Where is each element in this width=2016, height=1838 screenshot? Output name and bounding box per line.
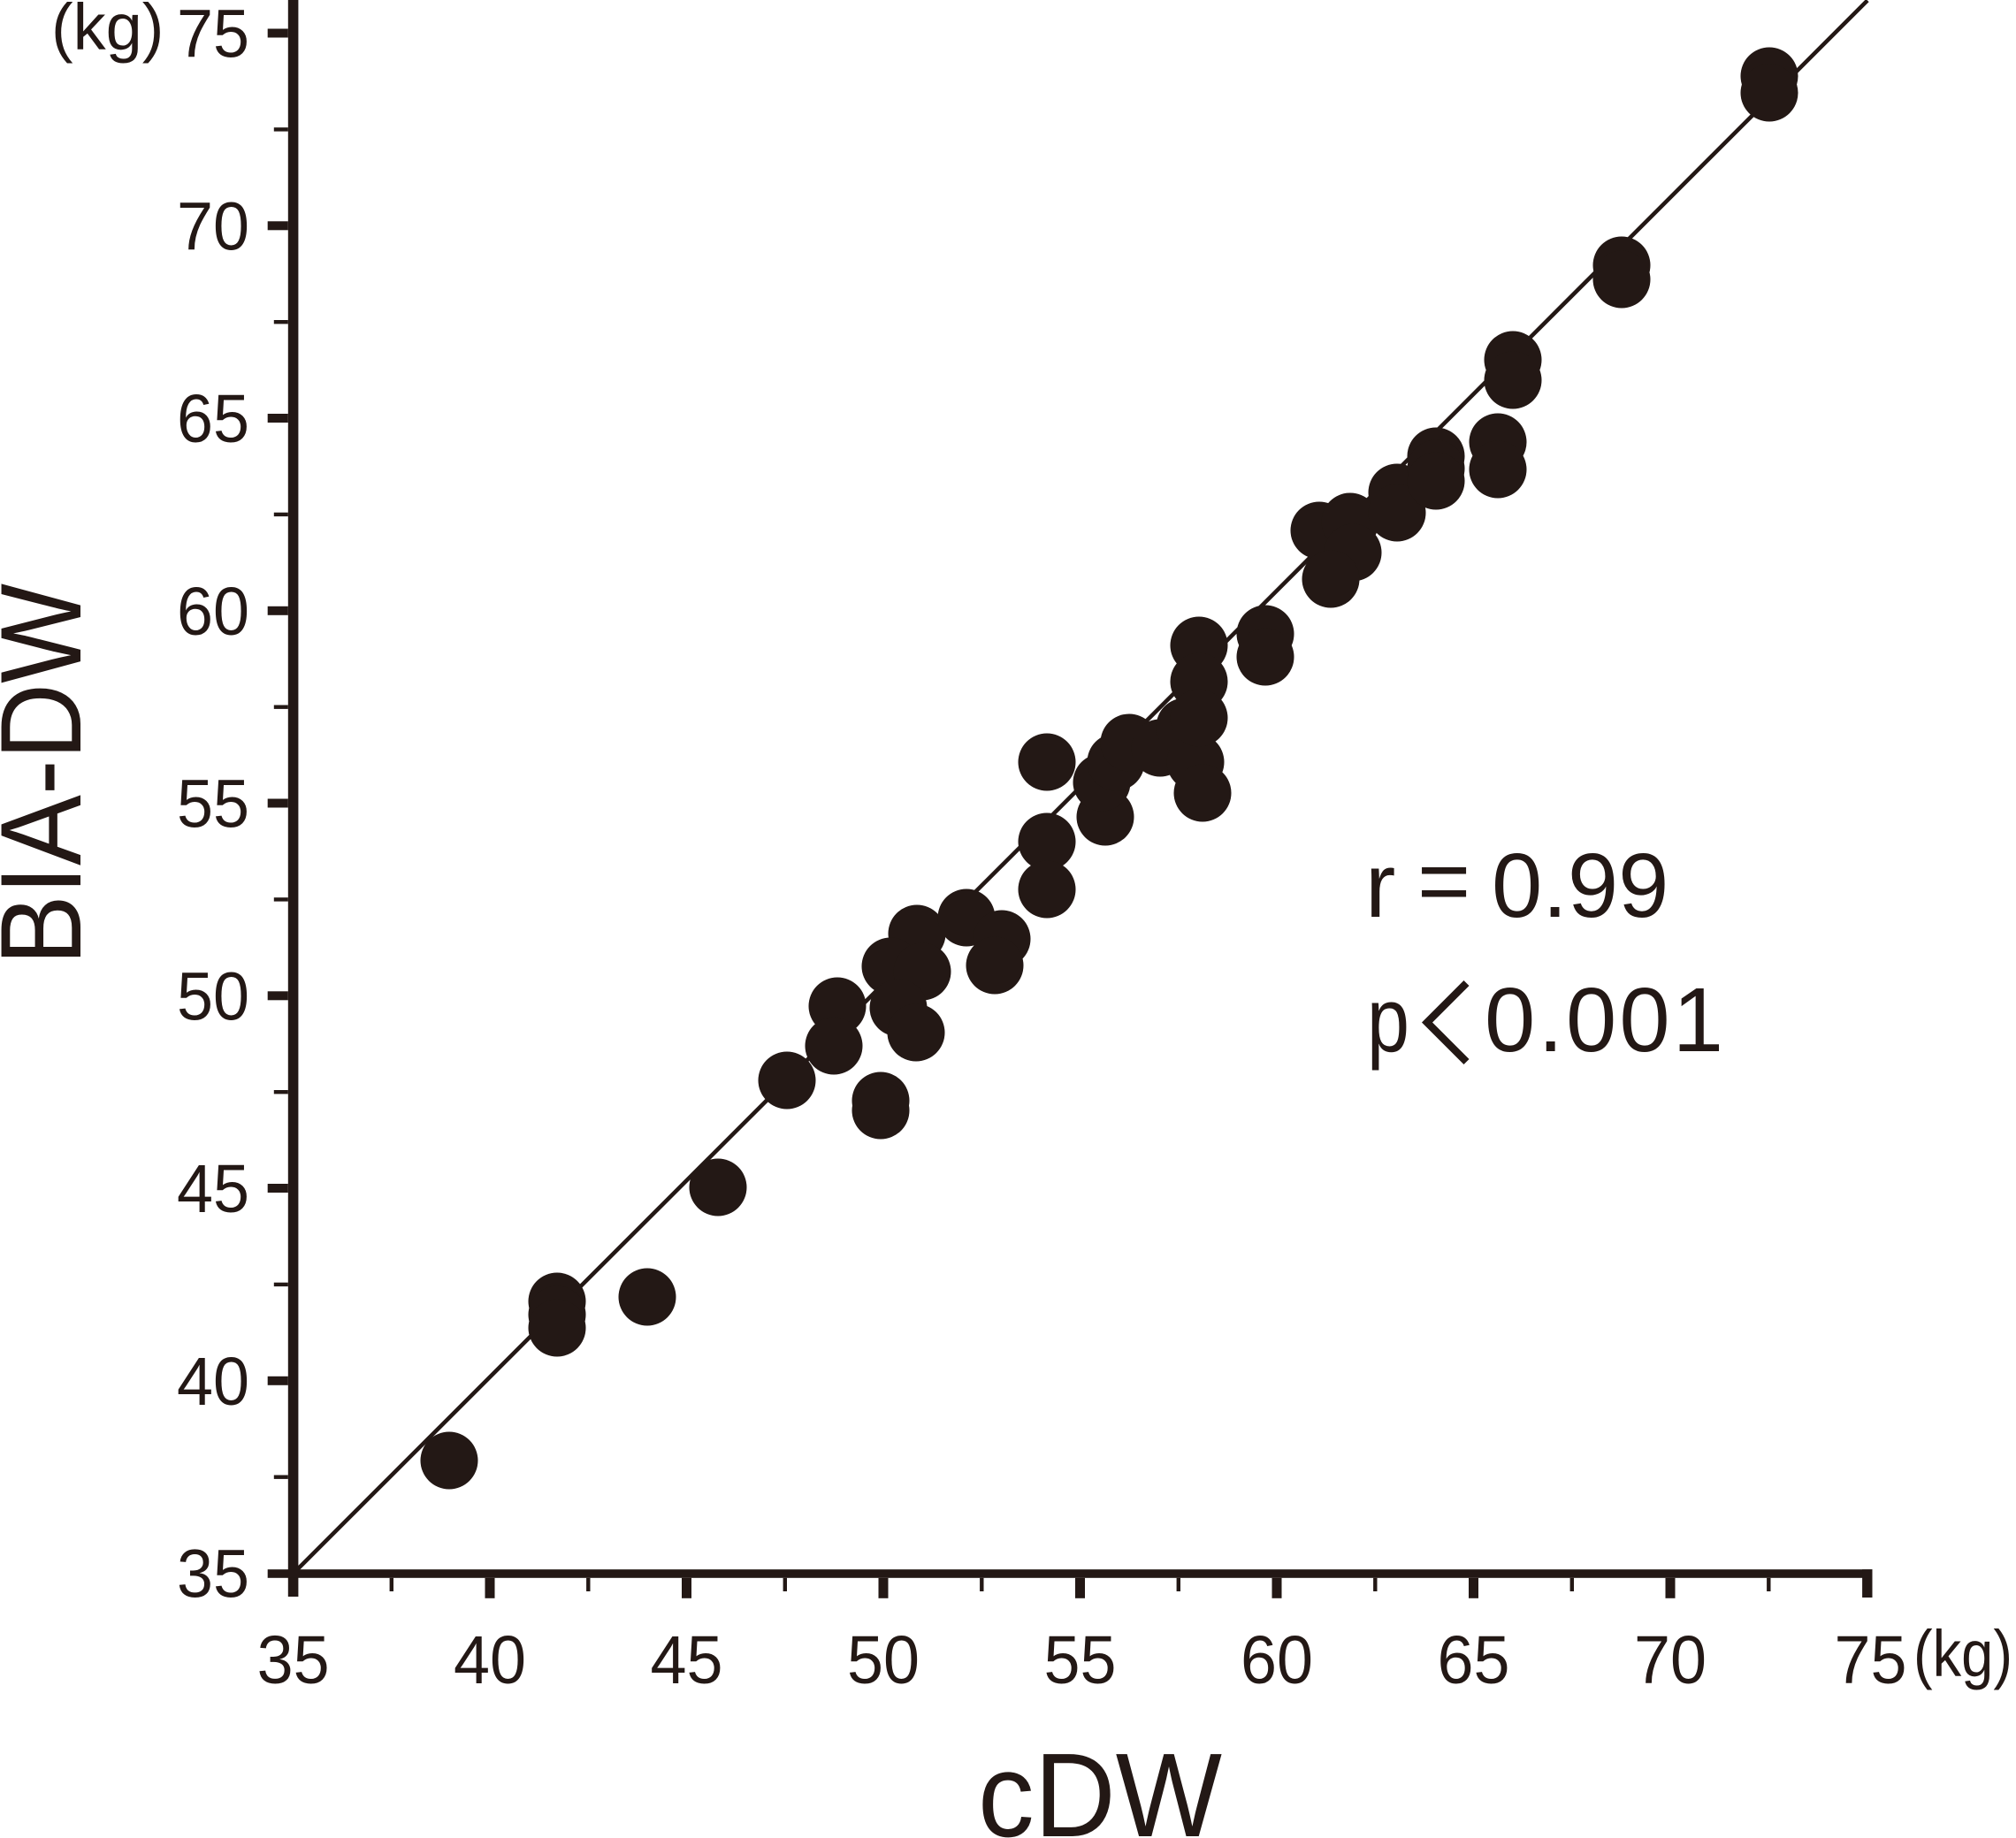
svg-text:(kg): (kg) (51, 0, 164, 64)
svg-text:65: 65 (1438, 1622, 1510, 1698)
svg-text:BIA-DW: BIA-DW (0, 583, 105, 965)
svg-text:(kg): (kg) (1913, 1617, 2012, 1690)
svg-text:60: 60 (177, 574, 249, 650)
svg-text:50: 50 (177, 958, 249, 1034)
svg-text:35: 35 (257, 1622, 330, 1698)
svg-text:75: 75 (177, 0, 249, 72)
svg-text:50: 50 (847, 1622, 920, 1698)
svg-text:45: 45 (177, 1151, 249, 1227)
svg-text:55: 55 (1044, 1622, 1117, 1698)
svg-text:45: 45 (651, 1622, 723, 1698)
svg-text:cDW: cDW (978, 1728, 1222, 1838)
svg-text:0.99: 0.99 (1492, 835, 1669, 936)
svg-text:40: 40 (454, 1622, 526, 1698)
svg-text:40: 40 (177, 1344, 249, 1420)
svg-text:p: p (1367, 969, 1409, 1071)
svg-text:r: r (1365, 835, 1395, 936)
svg-text:70: 70 (1634, 1622, 1707, 1698)
svg-text:35: 35 (177, 1537, 249, 1613)
svg-text:75: 75 (1835, 1622, 1907, 1698)
svg-text:=: = (1417, 830, 1470, 932)
svg-text:65: 65 (177, 381, 249, 457)
svg-text:60: 60 (1241, 1622, 1313, 1698)
svg-text:55: 55 (177, 766, 249, 843)
svg-text:0.001: 0.001 (1485, 969, 1723, 1071)
svg-text:70: 70 (177, 188, 249, 264)
